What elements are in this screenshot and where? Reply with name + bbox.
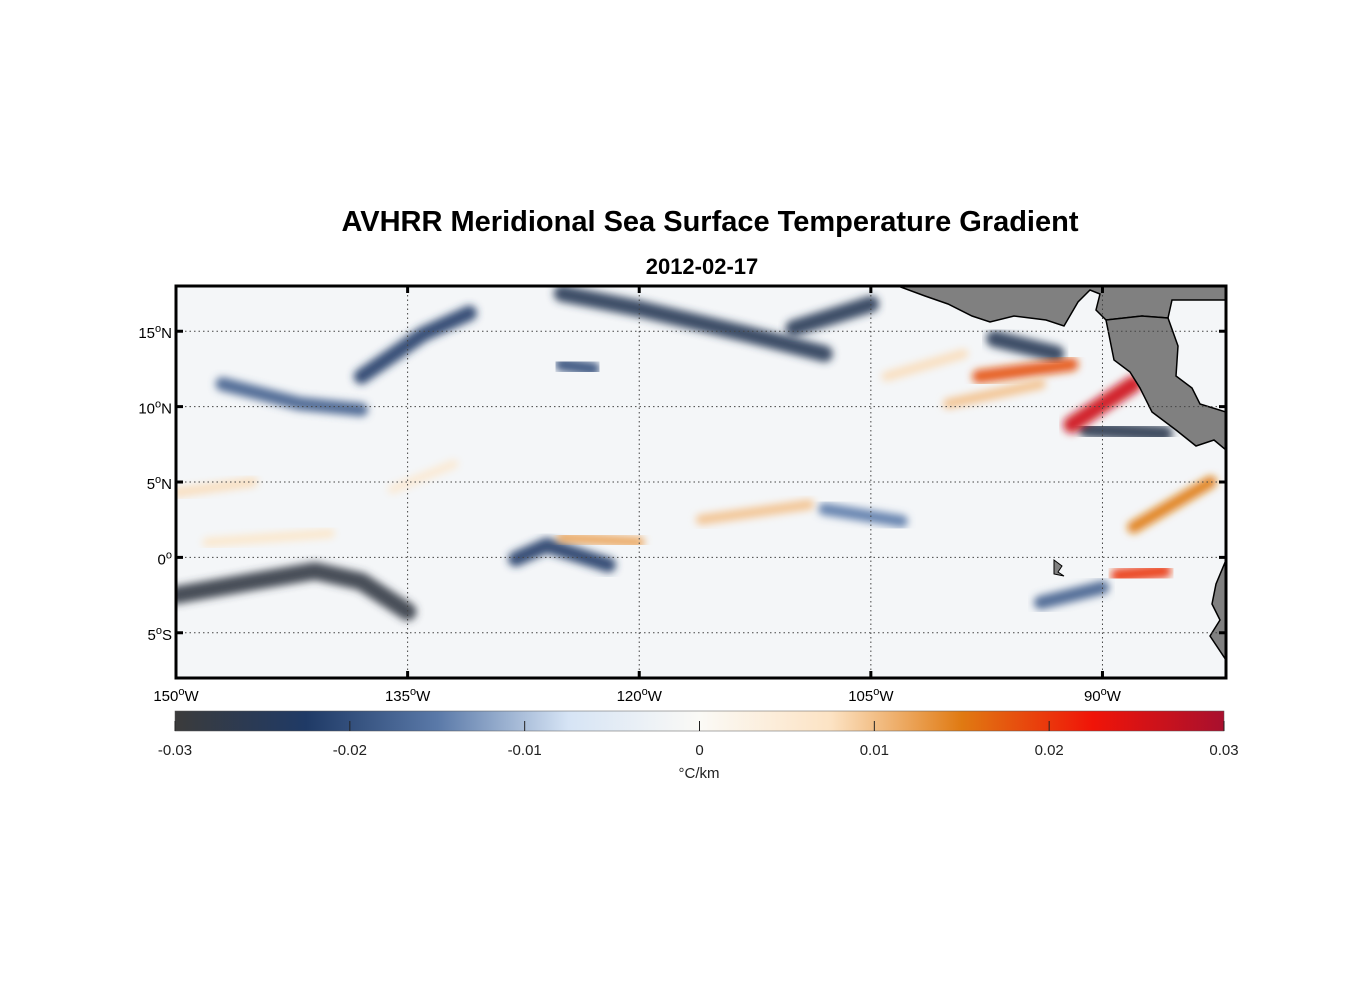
feature-cold-band-equator xyxy=(508,537,616,573)
lon-label: 105oW xyxy=(848,686,894,705)
feature-cold-north-2 xyxy=(554,357,601,377)
feature-warm-north-2 xyxy=(943,378,1046,409)
gradient-field xyxy=(176,286,1217,621)
colorbar-tick-label: 0 xyxy=(695,742,703,759)
feature-warm-mid-3 xyxy=(387,459,459,494)
lon-label: 120oW xyxy=(617,686,663,705)
feature-warm-mid-1 xyxy=(556,532,645,548)
lat-label: 5oS xyxy=(148,625,172,644)
galapagos-land xyxy=(1053,559,1065,577)
colorbar: -0.03 -0.02 -0.01 0 0.01 0.02 0.03 °C/km xyxy=(158,710,1239,782)
feature-cold-band-south xyxy=(176,562,417,621)
chart-subtitle: 2012-02-17 xyxy=(645,254,759,279)
feature-warm-east-2 xyxy=(972,357,1079,384)
lon-label: 150oW xyxy=(153,686,199,705)
colorbar-unit-label: °C/km xyxy=(679,765,720,782)
feature-cold-north-1 xyxy=(553,286,833,363)
lon-label: 90oW xyxy=(1084,686,1122,705)
colorbar-tick-label: 0.02 xyxy=(1035,742,1064,759)
chart-title: AVHRR Meridional Sea Surface Temperature… xyxy=(341,206,1079,238)
feature-cold-east-2 xyxy=(986,330,1065,363)
lat-label: 15oN xyxy=(138,323,172,342)
feature-cold-nw-1 xyxy=(353,305,477,385)
lat-label: 0o xyxy=(158,549,172,568)
feature-warm-west-1 xyxy=(176,477,258,498)
feature-cold-east-3 xyxy=(1033,580,1110,610)
feature-warm-mid-2 xyxy=(695,499,815,525)
feature-cold-north-3 xyxy=(785,295,880,337)
lat-label: 10oN xyxy=(138,399,172,418)
feature-cold-east-1 xyxy=(1078,420,1173,443)
lat-label: 5oN xyxy=(147,474,172,493)
map-frame xyxy=(174,284,1228,680)
colorbar-tick-label: -0.02 xyxy=(333,742,367,759)
south-america-land xyxy=(1209,559,1226,662)
land-layer xyxy=(897,286,1226,662)
feature-warm-east-3 xyxy=(1110,563,1172,583)
mexico-central-america-land xyxy=(1105,315,1226,451)
colorbar-tick-label: 0.01 xyxy=(860,742,889,759)
longitude-labels: 150oW 135oW 120oW 105oW 90oW xyxy=(153,686,1121,705)
colorbar-tick-label: -0.03 xyxy=(158,742,192,759)
feature-cold-nw-2 xyxy=(215,377,369,417)
feature-warm-north-1 xyxy=(881,349,969,382)
colorbar-tick-label: 0.03 xyxy=(1209,742,1238,759)
feature-cold-mid-1 xyxy=(818,502,908,528)
map-plot xyxy=(174,284,1228,680)
latitude-labels: 15oN 10oN 5oN 0o 5oS xyxy=(138,323,172,644)
colorbar-ticks: -0.03 -0.02 -0.01 0 0.01 0.02 0.03 xyxy=(158,721,1239,759)
feature-warm-west-2 xyxy=(202,528,335,547)
feature-warm-east-4 xyxy=(1127,475,1217,534)
colorbar-tick-label: -0.01 xyxy=(508,742,542,759)
lon-label: 135oW xyxy=(385,686,431,705)
